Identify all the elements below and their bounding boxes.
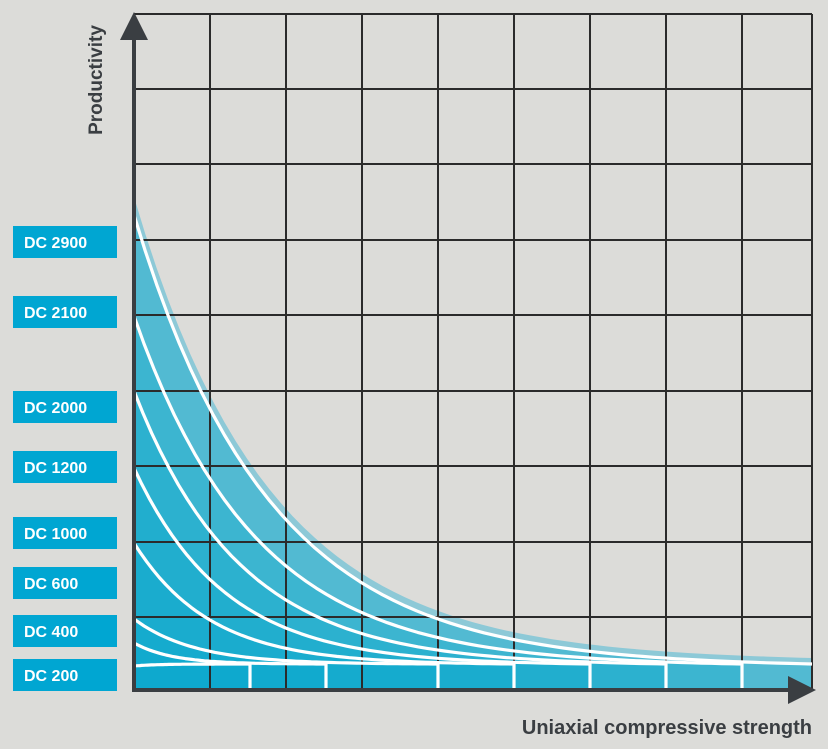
x-axis-label: Uniaxial compressive strength bbox=[522, 717, 812, 739]
label-dc-2000: DC 2000 bbox=[13, 391, 117, 423]
band-dc-2000 bbox=[134, 391, 666, 690]
label-box-dc-400 bbox=[13, 615, 117, 647]
curve-dc-2900 bbox=[132, 214, 813, 666]
band-dc-2900 bbox=[134, 215, 812, 690]
y-axis-label: Productivity bbox=[86, 25, 107, 135]
curve-dc-2000 bbox=[132, 390, 668, 690]
label-text-dc-400: DC 400 bbox=[24, 624, 78, 641]
label-box-dc-2000 bbox=[13, 391, 117, 423]
band-dc-1200 bbox=[134, 468, 590, 690]
model-labels: DC 200 DC 400 DC 600 DC 1000 DC 1200 DC 2000 D… bbox=[13, 226, 117, 691]
label-dc-1200: DC 1200 bbox=[13, 451, 117, 483]
curve-dc-600 bbox=[133, 617, 440, 690]
label-dc-2900: DC 2900 bbox=[13, 226, 117, 258]
curve-dc-2100 bbox=[132, 315, 744, 690]
label-text-dc-2900: DC 2900 bbox=[24, 235, 87, 252]
label-dc-1000: DC 1000 bbox=[13, 517, 117, 549]
model-curves bbox=[132, 214, 813, 690]
label-text-dc-600: DC 600 bbox=[24, 576, 78, 593]
label-box-dc-1200 bbox=[13, 451, 117, 483]
y-axis-arrow-icon bbox=[120, 12, 148, 40]
axes bbox=[120, 12, 816, 704]
label-box-dc-200 bbox=[13, 659, 117, 691]
curve-dc-400 bbox=[133, 641, 328, 690]
x-axis-arrow-icon bbox=[788, 676, 816, 704]
band-outer bbox=[134, 197, 812, 690]
label-dc-2100: DC 2100 bbox=[13, 296, 117, 328]
band-dc-400 bbox=[134, 643, 326, 690]
label-text-dc-2100: DC 2100 bbox=[24, 305, 87, 322]
label-box-dc-1000 bbox=[13, 517, 117, 549]
label-text-dc-1200: DC 1200 bbox=[24, 460, 87, 477]
label-dc-400: DC 400 bbox=[13, 615, 117, 647]
curve-dc-1000 bbox=[132, 542, 516, 690]
label-dc-600: DC 600 bbox=[13, 567, 117, 599]
label-dc-200: DC 200 bbox=[13, 659, 117, 691]
curve-dc-1200 bbox=[132, 467, 592, 690]
label-text-dc-2000: DC 2000 bbox=[24, 400, 87, 417]
label-box-dc-2900 bbox=[13, 226, 117, 258]
label-text-dc-1000: DC 1000 bbox=[24, 526, 87, 543]
label-box-dc-600 bbox=[13, 567, 117, 599]
label-text-dc-200: DC 200 bbox=[24, 668, 78, 685]
label-box-dc-2100 bbox=[13, 296, 117, 328]
band-dc-200 bbox=[134, 664, 250, 690]
